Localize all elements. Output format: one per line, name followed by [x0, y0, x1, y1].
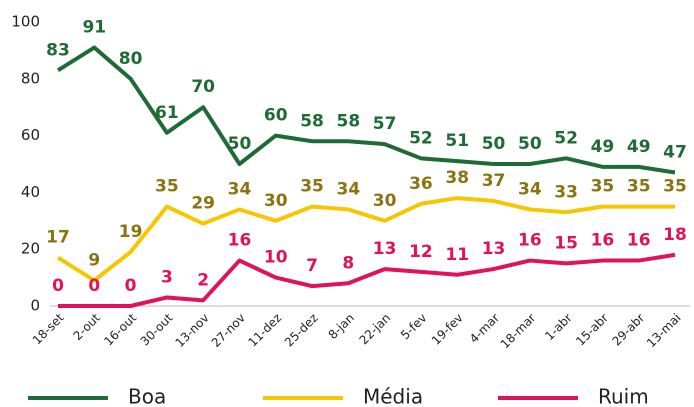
x-tick-label: 27-nov [209, 311, 248, 350]
x-tick-label: 13-nov [172, 311, 211, 350]
data-label: 11 [445, 245, 469, 265]
data-label: 8 [342, 253, 354, 273]
x-tick-label: 5-fev [398, 311, 430, 343]
data-label: 34 [337, 179, 361, 199]
x-tick-label: 11-dez [246, 311, 285, 350]
x-tick-label: 19-fev [429, 311, 466, 348]
data-label: 30 [264, 191, 288, 211]
x-tick-label: 25-dez [282, 311, 321, 350]
data-label: 60 [264, 106, 288, 126]
data-label: 35 [300, 177, 324, 197]
legend-label: Média [363, 385, 423, 407]
x-tick-label: 22-jan [357, 311, 394, 348]
data-label: 0 [52, 276, 64, 296]
data-label: 16 [591, 231, 615, 251]
data-label: 47 [663, 143, 687, 163]
data-label: 80 [119, 49, 143, 69]
data-label: 36 [409, 174, 433, 194]
data-label: 35 [627, 177, 651, 197]
data-label: 61 [155, 103, 179, 123]
x-tick-label: 15-abr [573, 311, 611, 349]
data-label: 12 [409, 242, 433, 262]
x-tick-label: 30-out [138, 310, 176, 348]
data-label: 16 [627, 231, 651, 251]
data-label: 58 [337, 111, 361, 131]
series-line [58, 252, 676, 308]
data-label: 52 [409, 128, 433, 148]
data-label: 13 [482, 239, 506, 259]
data-label: 18 [663, 225, 687, 245]
legend-label: Ruim [598, 385, 649, 407]
data-label: 50 [228, 134, 252, 154]
y-tick-label: 0 [30, 297, 40, 315]
x-tick-label: 4-mar [467, 311, 502, 346]
data-label: 0 [88, 276, 100, 296]
data-label: 49 [591, 137, 615, 157]
data-label: 16 [518, 231, 542, 251]
x-tick-label: 13-mai [644, 311, 684, 351]
data-label: 35 [663, 177, 687, 197]
data-label: 17 [46, 228, 70, 248]
data-label: 50 [518, 134, 542, 154]
data-label: 19 [119, 222, 143, 242]
data-label: 83 [46, 40, 70, 60]
series-line [56, 196, 675, 283]
data-label: 37 [482, 171, 506, 191]
x-tick-label: 29-abr [609, 311, 647, 349]
data-label: 10 [264, 248, 288, 268]
x-tick-label: 1-abr [542, 311, 574, 343]
data-label: 57 [373, 114, 397, 134]
data-label: 70 [191, 77, 215, 97]
x-tick-label: 8-jan [326, 311, 357, 342]
data-label: 52 [554, 128, 578, 148]
y-tick-label: 40 [21, 183, 40, 201]
data-label: 51 [445, 131, 469, 151]
data-label: 2 [197, 270, 209, 290]
data-label: 34 [228, 179, 252, 199]
data-label: 35 [155, 177, 179, 197]
data-label: 35 [591, 177, 615, 197]
legend-label: Boa [128, 385, 166, 407]
data-label: 3 [161, 267, 173, 287]
x-tick-label: 18-set [30, 310, 67, 347]
data-label: 16 [228, 231, 252, 251]
data-label: 30 [373, 191, 397, 211]
y-tick-label: 20 [21, 240, 40, 258]
data-label: 33 [554, 182, 578, 202]
data-label: 38 [445, 168, 469, 188]
data-label: 7 [306, 256, 318, 276]
y-tick-label: 100 [11, 13, 40, 31]
data-label: 34 [518, 179, 542, 199]
series-line [56, 45, 676, 175]
data-label: 0 [125, 276, 137, 296]
y-tick-label: 60 [21, 126, 40, 144]
x-tick-label: 16-out [101, 310, 139, 348]
x-tick-label: 18-mar [498, 311, 539, 352]
data-label: 15 [554, 233, 578, 253]
data-label: 91 [82, 18, 106, 38]
data-label: 13 [373, 239, 397, 259]
data-label: 29 [191, 194, 215, 214]
data-label: 58 [300, 111, 324, 131]
data-label: 9 [88, 250, 100, 270]
x-tick-label: 2-out [70, 310, 103, 343]
data-label: 50 [482, 134, 506, 154]
y-tick-label: 80 [21, 69, 40, 87]
data-label: 49 [627, 137, 651, 157]
